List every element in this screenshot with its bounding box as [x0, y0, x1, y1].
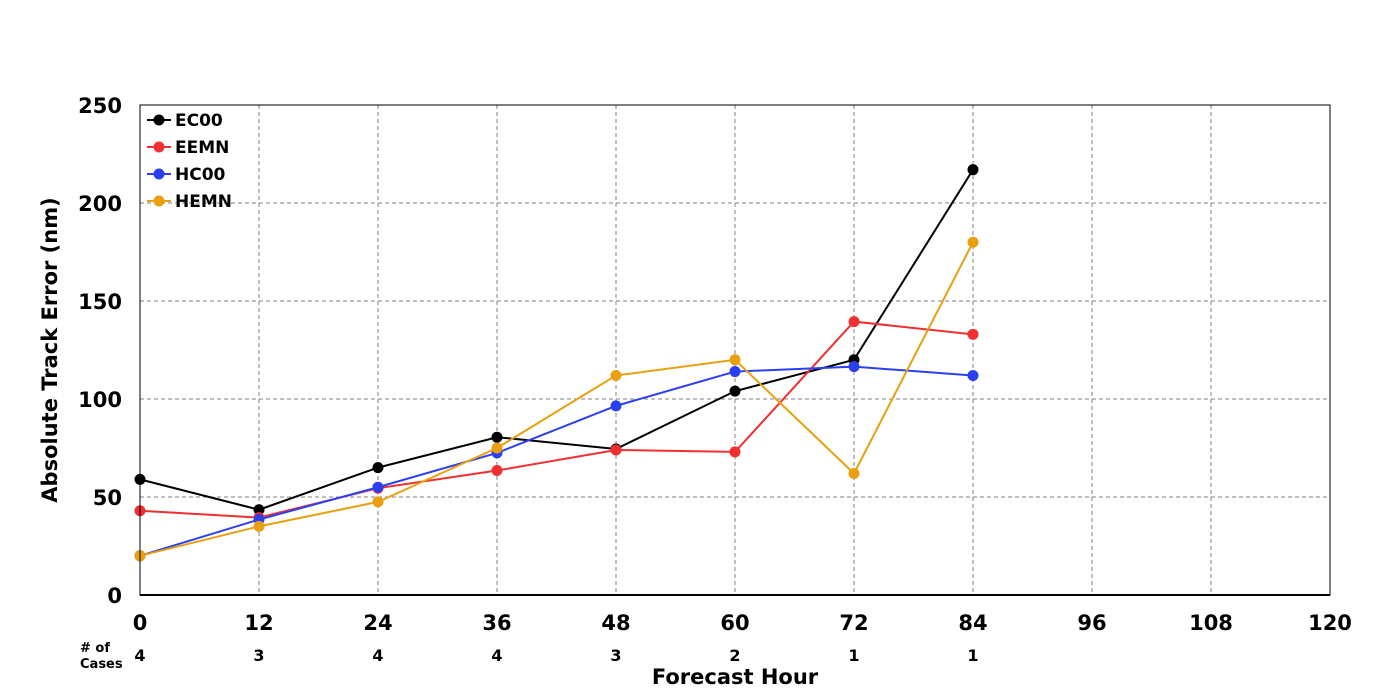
x-tick-label-36: 36	[482, 611, 511, 635]
y-tick-label-50: 50	[93, 486, 122, 510]
y-tick-label-250: 250	[78, 94, 122, 118]
point-hemn-36	[491, 442, 503, 454]
point-hc00-24	[372, 481, 384, 493]
legend-label-hemn: HEMN	[175, 192, 232, 212]
point-hemn-48	[610, 369, 622, 381]
legend-item-ec00: EC00	[147, 111, 223, 131]
point-hemn-24	[372, 496, 384, 508]
point-hc00-72	[848, 361, 860, 373]
point-hc00-60	[729, 366, 741, 378]
point-eemn-72	[848, 316, 860, 328]
legend-item-hemn: HEMN	[147, 192, 232, 212]
y-axis-title: Absolute Track Error (nm)	[38, 197, 62, 502]
legend-item-eemn: EEMN	[147, 138, 229, 158]
point-hemn-84	[967, 236, 979, 248]
series-line-ec00	[139, 169, 974, 511]
grid	[140, 105, 1330, 595]
case-count-0: 4	[134, 646, 145, 665]
legend-marker-eemn	[153, 141, 165, 153]
case-count-84: 1	[967, 646, 978, 665]
x-tick-label-120: 120	[1308, 611, 1352, 635]
cases-label-line2: Cases	[80, 657, 123, 672]
legend-label-hc00: HC00	[175, 165, 226, 185]
point-ec00-84	[967, 164, 979, 176]
y-tick-label-0: 0	[107, 584, 122, 608]
cases-label-line1: # of	[80, 641, 110, 656]
point-hemn-60	[729, 354, 741, 366]
point-ec00-60	[729, 385, 741, 397]
point-hc00-48	[610, 400, 622, 412]
y-tick-label-200: 200	[78, 192, 122, 216]
point-ec00-12	[253, 504, 265, 516]
x-tick-label-108: 108	[1189, 611, 1233, 635]
point-hc00-84	[967, 369, 979, 381]
legend-marker-hemn	[153, 195, 165, 207]
series-line-hc00	[139, 365, 974, 557]
x-tick-label-24: 24	[363, 611, 392, 635]
series-hemn	[134, 236, 979, 562]
legend-marker-hc00	[153, 168, 165, 180]
y-tick-label-100: 100	[78, 388, 122, 412]
series-ec00	[134, 164, 979, 516]
y-tick-label-150: 150	[78, 290, 122, 314]
x-tick-label-72: 72	[839, 611, 868, 635]
x-tick-label-96: 96	[1077, 611, 1106, 635]
case-count-48: 3	[610, 646, 621, 665]
point-hemn-12	[253, 520, 265, 532]
point-hemn-72	[848, 467, 860, 479]
x-tick-label-84: 84	[958, 611, 987, 635]
series-group	[134, 164, 979, 562]
legend: EC00 EEMN HC00 HEMN	[147, 111, 232, 212]
point-eemn-84	[967, 328, 979, 340]
legend-item-hc00: HC00	[147, 165, 226, 185]
legend-marker-ec00	[153, 114, 165, 126]
x-tick-label-60: 60	[720, 611, 749, 635]
x-tick-labels: 0 12 24 36 48 60 72 84 96 108 120	[133, 611, 1352, 635]
y-tick-labels: 0 50 100 150 200 250	[78, 94, 122, 608]
legend-label-ec00: EC00	[175, 111, 223, 131]
legend-label-eemn: EEMN	[175, 138, 229, 158]
point-eemn-60	[729, 446, 741, 458]
x-tick-label-48: 48	[601, 611, 630, 635]
series-line-hemn	[139, 241, 974, 557]
case-counts: 4 3 4 4 3 2 1 1	[134, 646, 978, 665]
series-line-eemn	[139, 320, 974, 519]
x-tick-label-12: 12	[244, 611, 273, 635]
point-ec00-24	[372, 462, 384, 474]
point-eemn-48	[610, 444, 622, 456]
point-eemn-36	[491, 465, 503, 477]
case-count-12: 3	[253, 646, 264, 665]
case-count-24: 4	[372, 646, 383, 665]
point-ec00-36	[491, 431, 503, 443]
case-count-72: 1	[848, 646, 859, 665]
x-tick-label-0: 0	[133, 611, 148, 635]
case-count-36: 4	[491, 646, 502, 665]
x-axis-title: Forecast Hour	[652, 665, 819, 689]
case-count-60: 2	[729, 646, 740, 665]
